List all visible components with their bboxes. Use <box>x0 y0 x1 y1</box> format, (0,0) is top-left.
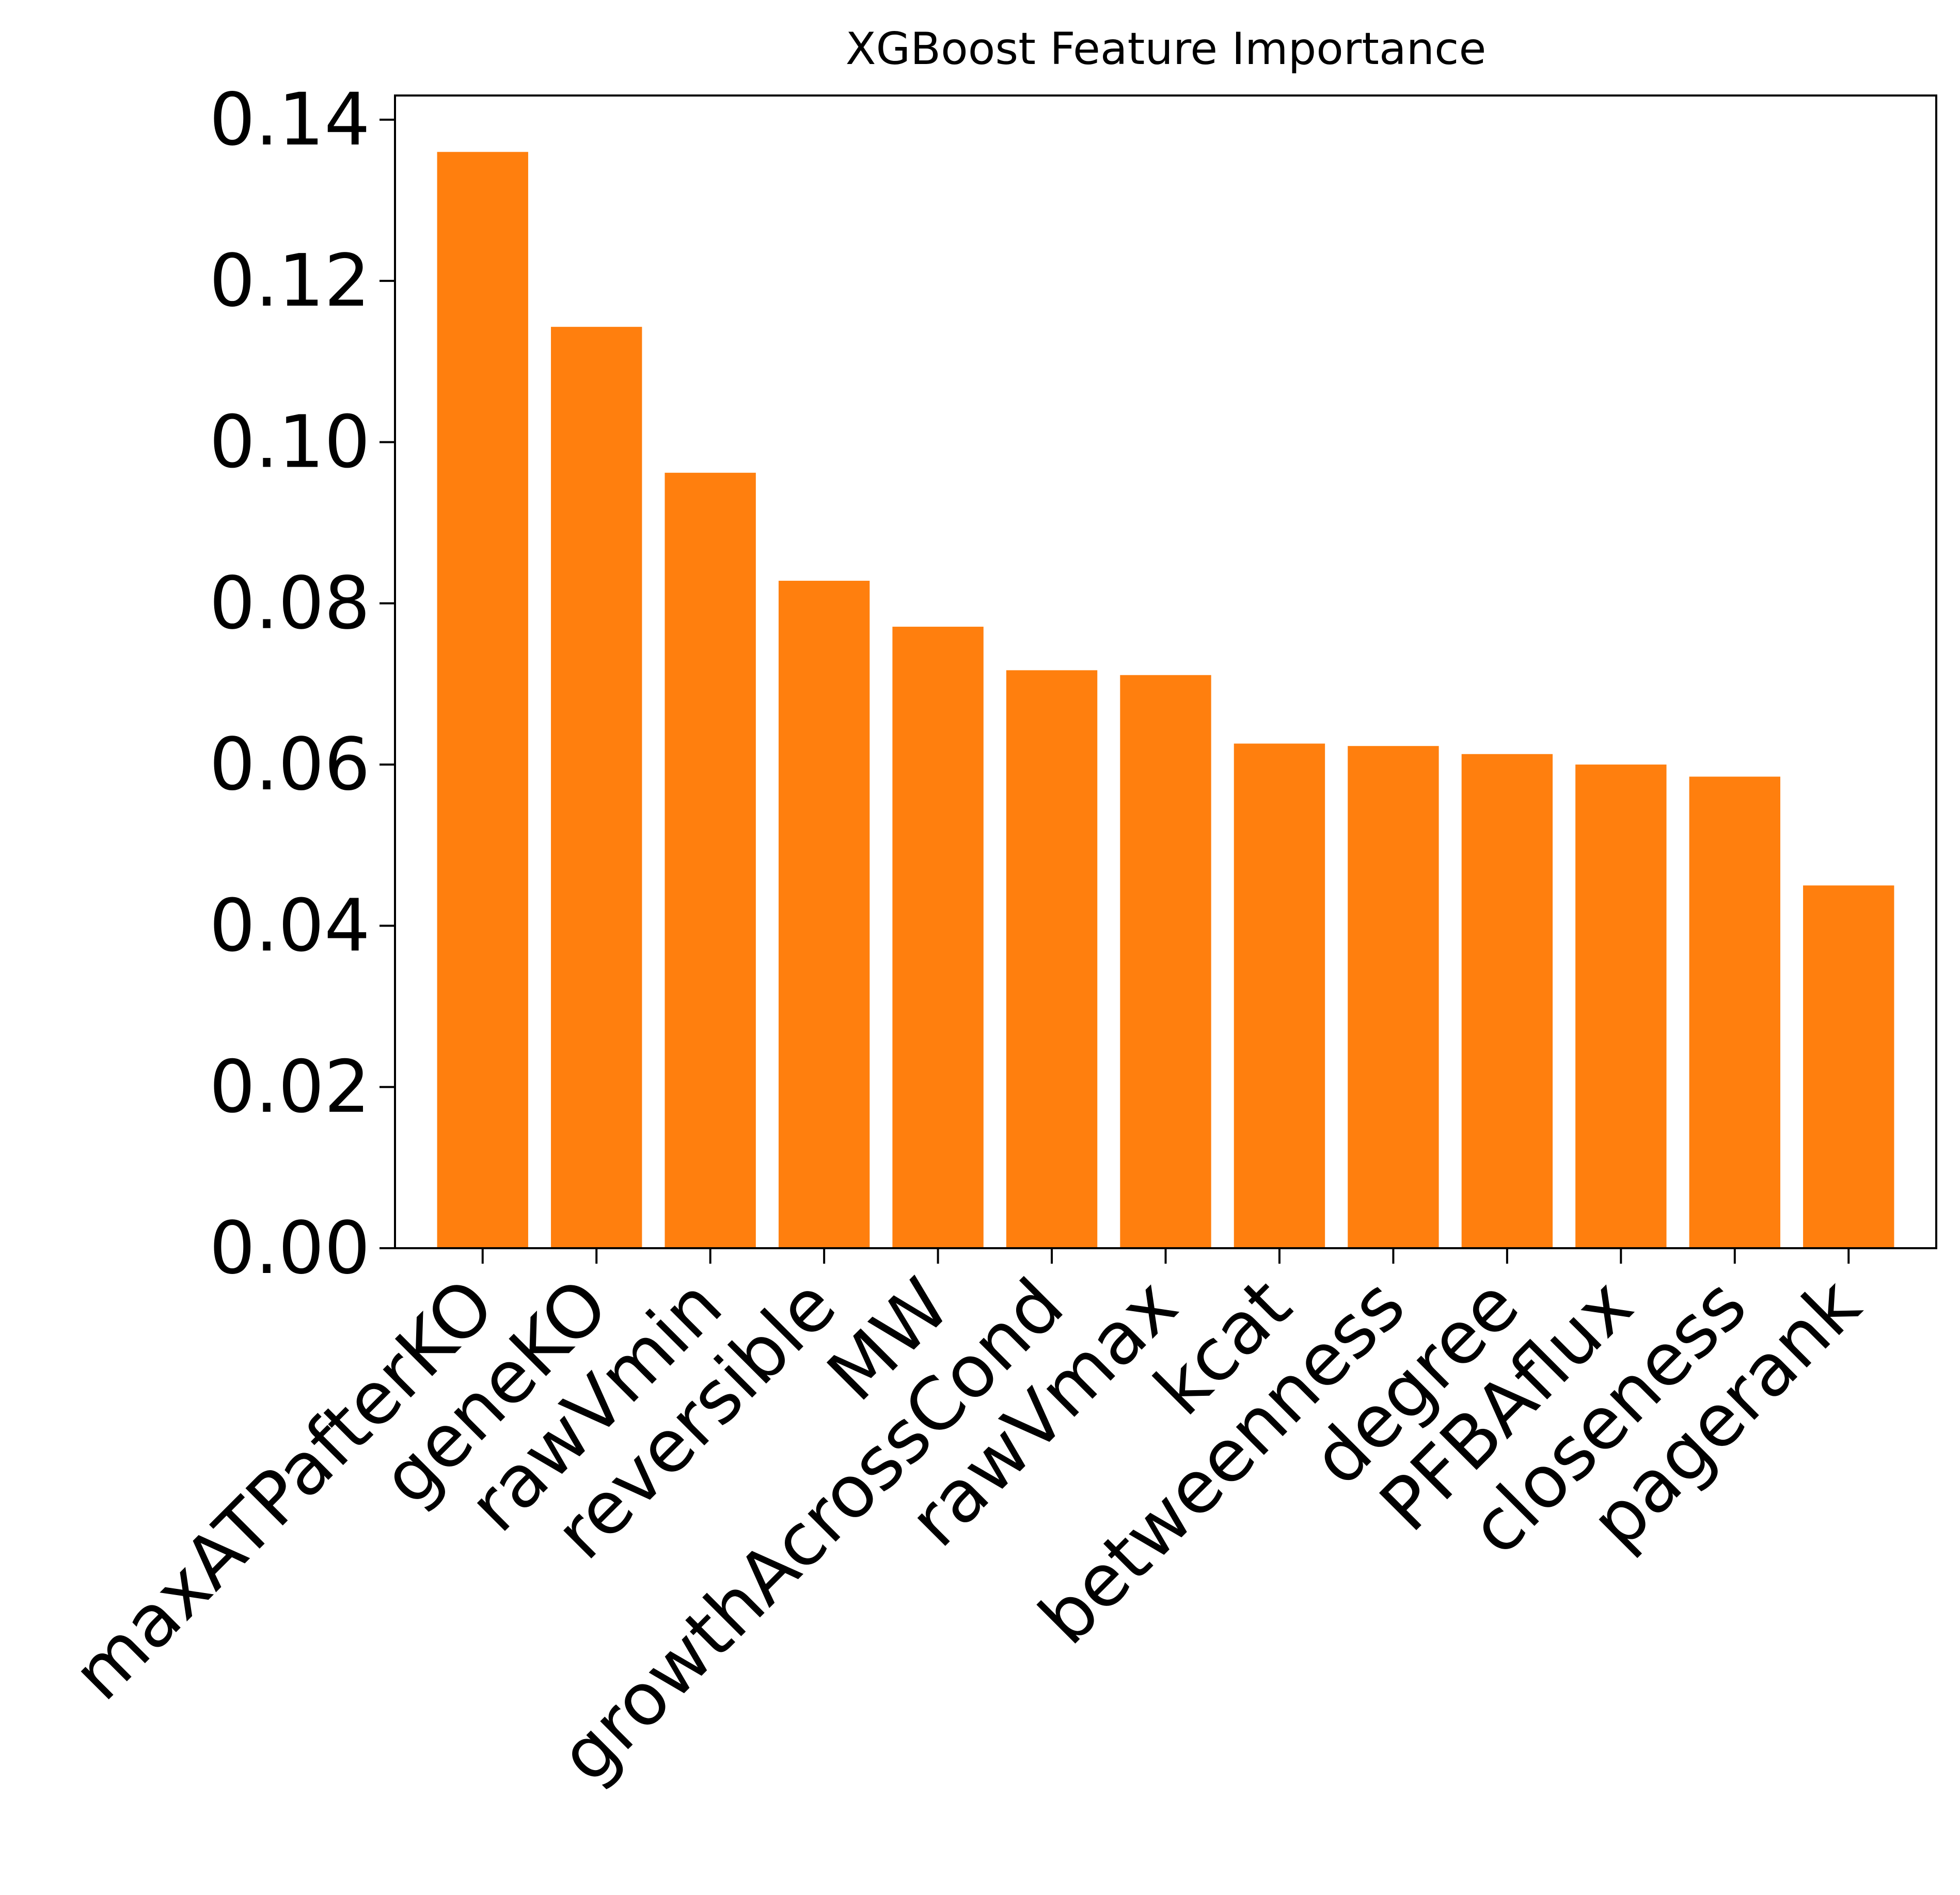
y-tick-label-0: 0.00 <box>209 1206 370 1291</box>
bars-group <box>437 152 1894 1249</box>
y-tick-label-2: 0.04 <box>209 884 370 968</box>
bar-rawVmin <box>665 472 756 1248</box>
bar-closeness <box>1689 776 1780 1248</box>
y-tick-label-7: 0.14 <box>209 78 370 162</box>
y-tick-label-1: 0.02 <box>209 1045 370 1129</box>
chart-title: XGBoost Feature Importance <box>846 23 1487 75</box>
plot-frame <box>394 94 1937 1249</box>
bar-reversible <box>778 581 870 1248</box>
bar-kcat <box>1234 743 1325 1248</box>
y-tick-label-6: 0.12 <box>209 239 370 323</box>
bar-geneKO <box>551 327 642 1248</box>
bar-PFBAflux <box>1575 765 1667 1248</box>
y-axis: 0.00 0.02 0.04 0.06 0.08 0.10 0.12 0.14 <box>209 78 395 1291</box>
bar-pagerank <box>1803 885 1894 1248</box>
bar-degree <box>1461 754 1553 1248</box>
bar-betweenness <box>1348 746 1439 1248</box>
bar-rawVmax <box>1120 675 1211 1248</box>
bar-maxATPafterKO <box>437 152 528 1249</box>
y-tick-label-5: 0.10 <box>209 400 370 484</box>
bar-MW <box>892 627 984 1248</box>
bar-growthAcrossCond <box>1006 670 1098 1248</box>
y-tick-label-4: 0.08 <box>209 562 370 646</box>
y-tick-label-3: 0.06 <box>209 723 370 807</box>
